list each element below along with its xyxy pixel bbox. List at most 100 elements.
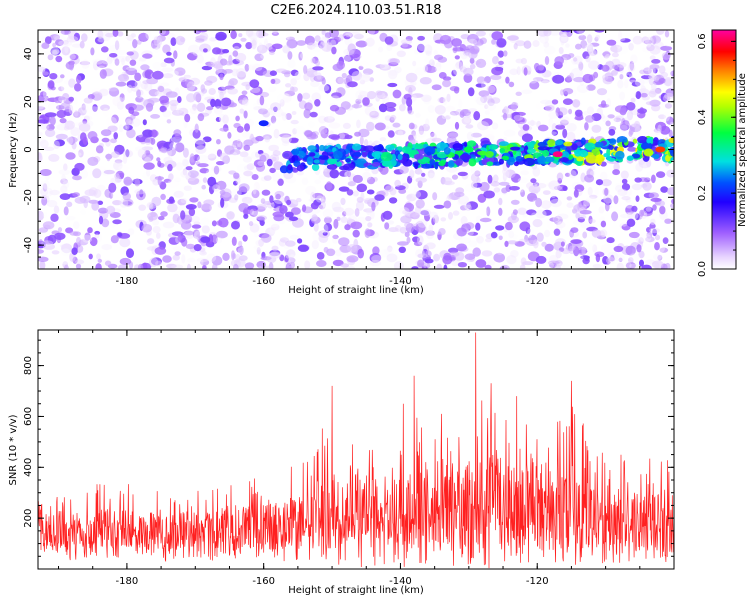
noise-blob bbox=[412, 236, 420, 243]
noise-blob bbox=[388, 197, 398, 204]
noise-blob bbox=[316, 252, 325, 260]
noise-blob bbox=[630, 54, 638, 64]
noise-blob bbox=[387, 69, 399, 76]
noise-blob bbox=[362, 171, 372, 181]
noise-blob bbox=[354, 131, 361, 137]
noise-blob bbox=[428, 224, 434, 232]
noise-blob bbox=[497, 50, 504, 58]
noise-blob bbox=[475, 215, 483, 224]
noise-blob bbox=[242, 97, 249, 106]
snr-x-tick-label: -140 bbox=[389, 576, 412, 587]
noise-blob bbox=[81, 103, 86, 111]
noise-blob bbox=[38, 233, 42, 240]
noise-blob bbox=[646, 44, 655, 52]
noise-blob bbox=[379, 249, 391, 258]
noise-blob bbox=[157, 175, 162, 186]
noise-blob bbox=[56, 123, 68, 131]
noise-blob bbox=[285, 249, 296, 259]
noise-blob bbox=[314, 99, 321, 107]
noise-blob bbox=[97, 37, 107, 43]
noise-blob bbox=[413, 186, 418, 195]
noise-blob bbox=[79, 40, 85, 49]
noise-blob bbox=[58, 40, 69, 46]
noise-blob bbox=[573, 57, 578, 62]
noise-blob bbox=[91, 201, 100, 211]
noise-blob bbox=[47, 103, 60, 111]
noise-blob bbox=[243, 170, 254, 177]
noise-blob bbox=[664, 42, 674, 47]
noise-blob bbox=[60, 185, 68, 194]
noise-blob bbox=[128, 120, 134, 125]
noise-blob bbox=[61, 46, 71, 56]
noise-blob bbox=[415, 222, 426, 233]
noise-blob bbox=[144, 69, 154, 80]
noise-blob bbox=[387, 245, 393, 253]
noise-blob bbox=[365, 37, 375, 47]
noise-blob bbox=[532, 77, 544, 82]
noise-blob bbox=[258, 238, 264, 247]
noise-blob bbox=[556, 221, 566, 229]
noise-blob bbox=[654, 242, 660, 251]
noise-blob bbox=[339, 132, 346, 139]
noise-blob bbox=[626, 218, 636, 227]
noise-blob bbox=[651, 260, 664, 269]
noise-blob bbox=[481, 81, 489, 89]
signal-blob bbox=[468, 158, 477, 167]
noise-blob bbox=[498, 181, 510, 186]
noise-blob bbox=[485, 237, 492, 243]
noise-blob bbox=[126, 66, 137, 71]
noise-blob bbox=[262, 134, 272, 140]
noise-blob bbox=[243, 144, 251, 151]
noise-blob bbox=[627, 63, 636, 73]
noise-blob bbox=[408, 122, 415, 130]
noise-blob bbox=[78, 121, 91, 128]
noise-blob bbox=[562, 98, 573, 105]
noise-blob bbox=[190, 215, 200, 223]
noise-blob bbox=[177, 233, 182, 242]
signal-blob bbox=[313, 159, 320, 164]
noise-blob bbox=[648, 90, 657, 98]
noise-blob bbox=[134, 79, 142, 89]
noise-blob bbox=[512, 209, 518, 216]
noise-blob bbox=[94, 233, 100, 239]
noise-blob bbox=[462, 238, 468, 244]
noise-blob bbox=[49, 189, 60, 196]
signal-blob bbox=[477, 150, 488, 156]
noise-blob bbox=[285, 36, 295, 41]
noise-blob bbox=[565, 43, 570, 48]
noise-blob bbox=[304, 260, 311, 269]
noise-blob bbox=[588, 60, 600, 70]
noise-blob bbox=[66, 136, 78, 144]
noise-blob bbox=[583, 111, 589, 116]
noise-blob bbox=[148, 89, 160, 97]
noise-blob bbox=[290, 69, 299, 77]
noise-blob bbox=[400, 215, 412, 224]
noise-blob bbox=[322, 208, 334, 219]
noise-blob bbox=[352, 229, 360, 238]
noise-blob bbox=[310, 80, 320, 88]
noise-blob bbox=[233, 228, 245, 235]
noise-blob bbox=[296, 170, 304, 176]
noise-blob bbox=[166, 263, 177, 269]
noise-blob bbox=[648, 192, 659, 199]
noise-blob bbox=[320, 36, 330, 46]
noise-blob bbox=[279, 99, 285, 107]
noise-blob bbox=[658, 200, 665, 207]
noise-blob bbox=[238, 183, 250, 193]
noise-blob bbox=[303, 65, 308, 75]
noise-blob bbox=[356, 119, 361, 129]
noise-blob bbox=[635, 91, 642, 100]
noise-blob bbox=[519, 187, 524, 193]
noise-blob bbox=[259, 154, 267, 163]
noise-blob bbox=[236, 125, 244, 133]
noise-blob bbox=[38, 104, 44, 110]
noise-blob bbox=[532, 239, 539, 249]
noise-blob bbox=[644, 36, 654, 46]
noise-blob bbox=[81, 104, 89, 114]
noise-blob bbox=[215, 31, 227, 41]
noise-blob bbox=[64, 43, 69, 54]
noise-blob bbox=[192, 49, 204, 57]
noise-blob bbox=[384, 247, 394, 256]
noise-blob bbox=[382, 95, 390, 105]
noise-blob bbox=[181, 254, 186, 264]
